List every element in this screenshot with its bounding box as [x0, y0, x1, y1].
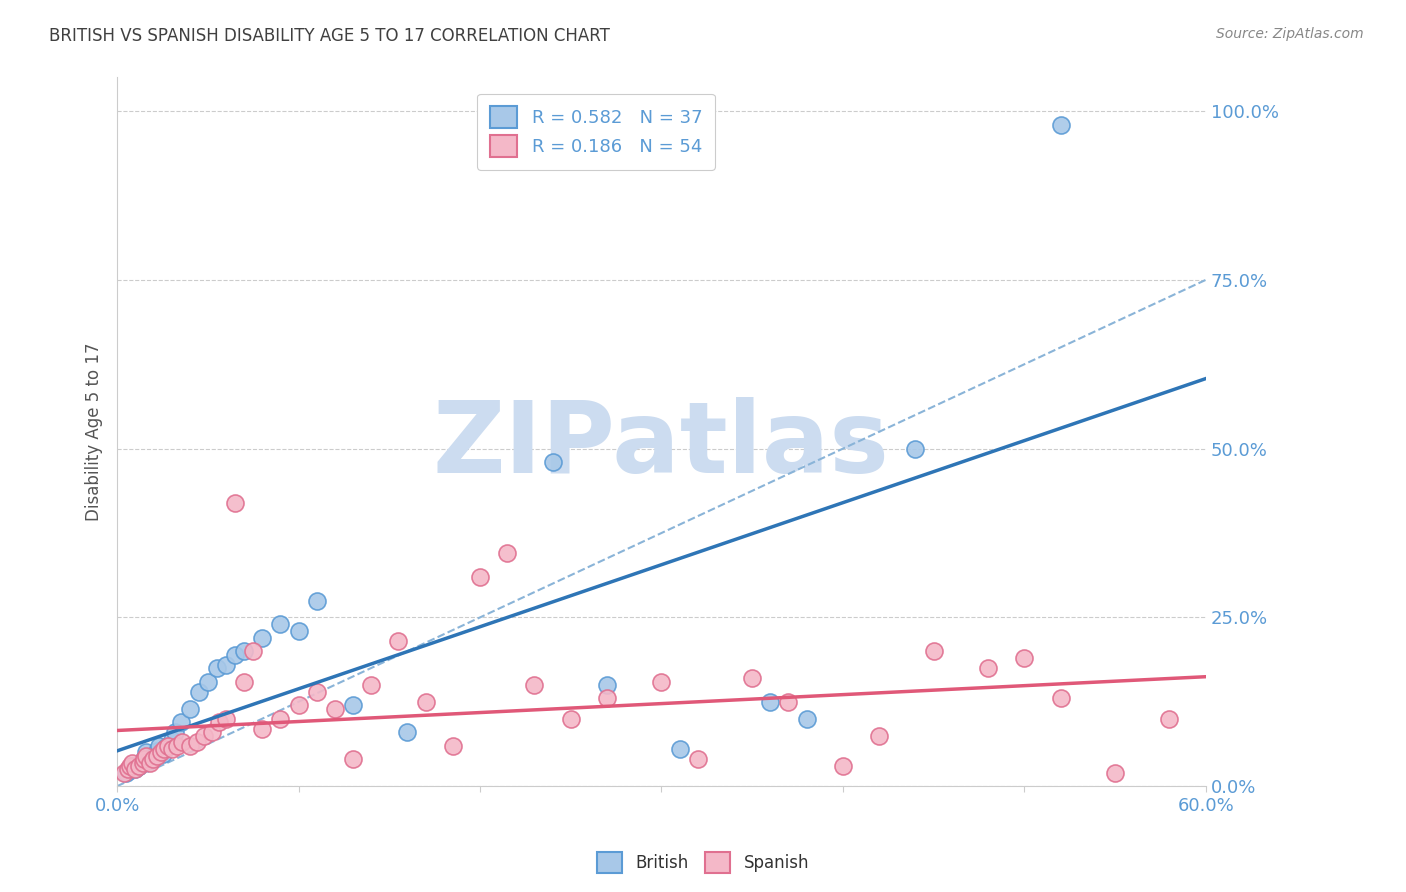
Text: BRITISH VS SPANISH DISABILITY AGE 5 TO 17 CORRELATION CHART: BRITISH VS SPANISH DISABILITY AGE 5 TO 1…: [49, 27, 610, 45]
Point: [468, 570, 491, 584]
Point: [922, 644, 945, 658]
Point: [560, 712, 582, 726]
Point: [131, 756, 153, 770]
Point: [124, 762, 146, 776]
Point: [441, 739, 464, 753]
Point: [233, 644, 256, 658]
Point: [287, 698, 309, 713]
Point: [233, 674, 256, 689]
Point: [224, 496, 246, 510]
Point: [179, 739, 201, 753]
Point: [135, 748, 157, 763]
Point: [114, 765, 136, 780]
Point: [134, 752, 156, 766]
Point: [197, 674, 219, 689]
Point: [172, 735, 194, 749]
Point: [146, 748, 169, 763]
Point: [360, 678, 382, 692]
Point: [139, 756, 162, 770]
Point: [387, 634, 409, 648]
Point: [596, 678, 619, 692]
Point: [342, 752, 364, 766]
Point: [118, 759, 141, 773]
Point: [124, 762, 146, 776]
Point: [135, 745, 157, 759]
Point: [215, 712, 238, 726]
Point: [342, 698, 364, 713]
Point: [128, 759, 150, 773]
Point: [396, 725, 419, 739]
Point: [142, 748, 165, 763]
Point: [305, 684, 328, 698]
Point: [523, 678, 546, 692]
Point: [128, 759, 150, 773]
Point: [541, 455, 564, 469]
Point: [208, 714, 231, 729]
Point: [121, 759, 143, 773]
Point: [287, 624, 309, 638]
Point: [831, 759, 853, 773]
Point: [139, 754, 162, 768]
Point: [134, 752, 156, 766]
Point: [759, 695, 782, 709]
Point: [148, 739, 170, 753]
Legend: R = 0.582   N = 37, R = 0.186   N = 54: R = 0.582 N = 37, R = 0.186 N = 54: [478, 94, 714, 170]
Point: [155, 739, 177, 754]
Point: [305, 593, 328, 607]
Text: ZIPatlas: ZIPatlas: [433, 398, 890, 494]
Point: [142, 752, 165, 766]
Point: [186, 735, 208, 749]
Point: [741, 671, 763, 685]
Point: [118, 762, 141, 776]
Point: [205, 661, 228, 675]
Point: [1049, 691, 1071, 706]
Point: [252, 631, 274, 645]
Point: [904, 442, 927, 456]
Point: [187, 684, 209, 698]
Point: [686, 752, 709, 766]
Point: [153, 742, 176, 756]
Point: [668, 742, 690, 756]
Point: [868, 729, 890, 743]
Point: [242, 644, 264, 658]
Point: [156, 739, 179, 753]
Point: [165, 725, 187, 739]
Point: [650, 674, 672, 689]
Point: [149, 745, 172, 759]
Point: [121, 756, 143, 770]
Point: [117, 762, 139, 776]
Point: [596, 691, 619, 706]
Point: [1012, 651, 1035, 665]
Point: [496, 546, 519, 560]
Point: [152, 747, 174, 761]
Point: [1159, 712, 1181, 726]
Point: [323, 701, 346, 715]
Point: [1104, 765, 1126, 780]
Point: [796, 712, 818, 726]
Point: [166, 739, 188, 753]
Point: [415, 695, 437, 709]
Point: [200, 725, 222, 739]
Point: [224, 648, 246, 662]
Point: [269, 712, 291, 726]
Legend: British, Spanish: British, Spanish: [591, 846, 815, 880]
Point: [193, 729, 215, 743]
Point: [129, 756, 152, 770]
Point: [160, 733, 183, 747]
Text: Source: ZipAtlas.com: Source: ZipAtlas.com: [1216, 27, 1364, 41]
Point: [977, 661, 1000, 675]
Point: [252, 722, 274, 736]
Point: [115, 765, 138, 780]
Y-axis label: Disability Age 5 to 17: Disability Age 5 to 17: [86, 343, 103, 521]
Point: [179, 701, 201, 715]
Point: [215, 657, 238, 672]
Point: [170, 714, 193, 729]
Point: [146, 744, 169, 758]
Point: [160, 742, 183, 756]
Point: [1049, 118, 1071, 132]
Point: [778, 695, 800, 709]
Point: [269, 617, 291, 632]
